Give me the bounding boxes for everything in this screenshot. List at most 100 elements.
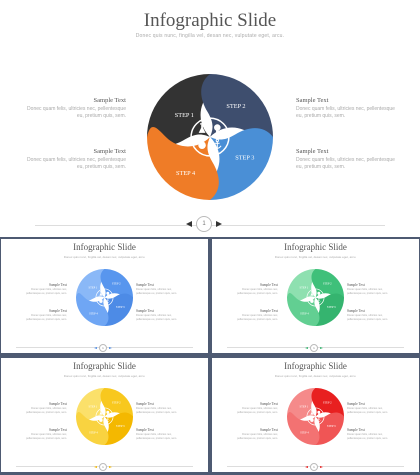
step-1-label: STEP 1 (89, 285, 98, 289)
money-bag-icon (310, 298, 314, 303)
text-block-body: Donec quam felis, ultricies nec, pellent… (237, 288, 278, 295)
step-3-label: STEP 3 (116, 305, 125, 309)
slide-subtitle: Donec quis nunc, fingilla vel, desan nec… (63, 255, 146, 259)
slide-navigation: 1 (94, 344, 112, 352)
step-3-label: STEP 3 (327, 305, 336, 309)
text-block-heading: Sample Text (49, 402, 67, 406)
prev-arrow-icon[interactable] (305, 347, 308, 349)
step-1-label: STEP 1 (175, 112, 194, 119)
slide-subtitle: Donec quis nunc, fingilla vel, desan nec… (135, 33, 285, 39)
text-block-body: Donec quam felis, ultricies nec, pellent… (27, 157, 126, 171)
slide-title: Infographic Slide (73, 361, 136, 371)
text-block-body: Donec quam felis, ultricies nec, pellent… (237, 314, 278, 321)
step-2-label: STEP 2 (323, 281, 332, 285)
text-block-heading: Sample Text (49, 428, 67, 432)
next-arrow-icon[interactable] (216, 221, 222, 227)
page-number: 1 (310, 463, 318, 471)
money-bag-icon (198, 140, 206, 149)
prev-arrow-icon[interactable] (186, 221, 192, 227)
text-block-top-left: Sample Text Donec quam felis, ultricies … (228, 402, 278, 415)
text-block-body: Donec quam felis, ultricies nec, pellent… (26, 288, 67, 295)
text-block-top-left: Sample Text Donec quam felis, ultricies … (17, 283, 67, 296)
page-number: 1 (99, 463, 107, 471)
prev-arrow-icon[interactable] (94, 466, 97, 468)
text-block-top-left: Sample Text Donec quam felis, ultricies … (17, 402, 67, 415)
lightbulb-icon (317, 410, 321, 415)
text-block-body: Donec quam felis, ultricies nec, pellent… (237, 407, 278, 414)
next-arrow-icon[interactable] (320, 347, 323, 349)
text-block-heading: Sample Text (260, 309, 278, 313)
center-ring (306, 288, 325, 307)
text-block-bottom-left: Sample Text Donec quam felis, ultricies … (228, 428, 278, 441)
anchor-icon (316, 417, 321, 422)
text-block-body: Donec quam felis, ultricies nec, pellent… (296, 106, 395, 120)
center-ring (95, 407, 114, 426)
text-block-bottom-left: Sample Text Donec quam felis, ultricies … (228, 309, 278, 322)
flask-icon (99, 410, 103, 415)
text-block-heading: Sample Text (347, 309, 365, 313)
main-slide[interactable]: Infographic Slide Donec quis nunc, fingi… (0, 0, 420, 237)
step-swirl-diagram: STEP 1 STEP 2 STEP 3 STEP 4 (76, 269, 133, 326)
page-number: 1 (310, 344, 318, 352)
step-4-label: STEP 4 (89, 312, 98, 316)
step-swirl-diagram: STEP 1 STEP 2 STEP 3 STEP 4 (287, 269, 344, 326)
text-block-heading: Sample Text (93, 97, 126, 104)
prev-arrow-icon[interactable] (305, 466, 308, 468)
text-block-heading: Sample Text (136, 428, 154, 432)
text-block-body: Donec quam felis, ultricies nec, pellent… (296, 157, 395, 171)
flask-icon (310, 291, 314, 296)
text-block-body: Donec quam felis, ultricies nec, pellent… (26, 433, 67, 440)
next-arrow-icon[interactable] (320, 466, 323, 468)
text-block-top-right: Sample Text Donec quam felis, ultricies … (296, 97, 396, 121)
thumbnail-slide-yellow[interactable]: Infographic Slide Donec quis nunc, fingi… (1, 358, 208, 472)
text-block-heading: Sample Text (136, 309, 154, 313)
thumbnail-slide-blue[interactable]: Infographic Slide Donec quis nunc, fingi… (1, 239, 208, 353)
text-block-bottom-right: Sample Text Donec quam felis, ultricies … (347, 428, 397, 441)
money-bag-icon (99, 417, 103, 422)
step-1-label: STEP 1 (300, 404, 309, 408)
text-block-heading: Sample Text (49, 283, 67, 287)
text-block-heading: Sample Text (260, 283, 278, 287)
step-1-label: STEP 1 (300, 285, 309, 289)
text-block-body: Donec quam felis, ultricies nec, pellent… (347, 288, 388, 295)
step-2-label: STEP 2 (112, 281, 121, 285)
slide-navigation: 1 (305, 463, 323, 471)
next-arrow-icon[interactable] (109, 466, 112, 468)
step-4-label: STEP 4 (300, 431, 309, 435)
text-block-top-right: Sample Text Donec quam felis, ultricies … (347, 402, 397, 415)
step-4-label: STEP 4 (89, 431, 98, 435)
money-bag-icon (310, 417, 314, 422)
slide-navigation: 1 (305, 344, 323, 352)
step-3-label: STEP 3 (235, 155, 254, 162)
next-arrow-icon[interactable] (109, 347, 112, 349)
center-ring (190, 117, 230, 157)
step-swirl-diagram: STEP 1 STEP 2 STEP 3 STEP 4 (76, 388, 133, 445)
text-block-top-right: Sample Text Donec quam felis, ultricies … (136, 402, 186, 415)
step-1-label: STEP 1 (89, 404, 98, 408)
text-block-bottom-right: Sample Text Donec quam felis, ultricies … (347, 309, 397, 322)
prev-arrow-icon[interactable] (94, 347, 97, 349)
thumbnail-slide-red[interactable]: Infographic Slide Donec quis nunc, fingi… (212, 358, 419, 472)
step-swirl-diagram: STEP 1 STEP 2 STEP 3 STEP 4 (147, 74, 273, 200)
anchor-icon (105, 298, 110, 303)
page-number: 1 (196, 216, 212, 232)
text-block-heading: Sample Text (136, 283, 154, 287)
text-block-heading: Sample Text (296, 97, 329, 104)
thumbnail-slide-green[interactable]: Infographic Slide Donec quis nunc, fingi… (212, 239, 419, 353)
text-block-heading: Sample Text (260, 402, 278, 406)
text-block-heading: Sample Text (347, 428, 365, 432)
slide-title: Infographic Slide (284, 242, 347, 252)
flask-icon (99, 291, 103, 296)
text-block-heading: Sample Text (347, 283, 365, 287)
text-block-body: Donec quam felis, ultricies nec, pellent… (136, 288, 177, 295)
step-3-label: STEP 3 (116, 424, 125, 428)
text-block-body: Donec quam felis, ultricies nec, pellent… (347, 407, 388, 414)
text-block-heading: Sample Text (49, 309, 67, 313)
flask-icon (310, 410, 314, 415)
text-block-bottom-left: Sample Text Donec quam felis, ultricies … (26, 148, 126, 172)
step-4-label: STEP 4 (300, 312, 309, 316)
step-2-label: STEP 2 (323, 400, 332, 404)
text-block-top-right: Sample Text Donec quam felis, ultricies … (136, 283, 186, 296)
text-block-top-right: Sample Text Donec quam felis, ultricies … (347, 283, 397, 296)
lightbulb-icon (106, 291, 110, 296)
